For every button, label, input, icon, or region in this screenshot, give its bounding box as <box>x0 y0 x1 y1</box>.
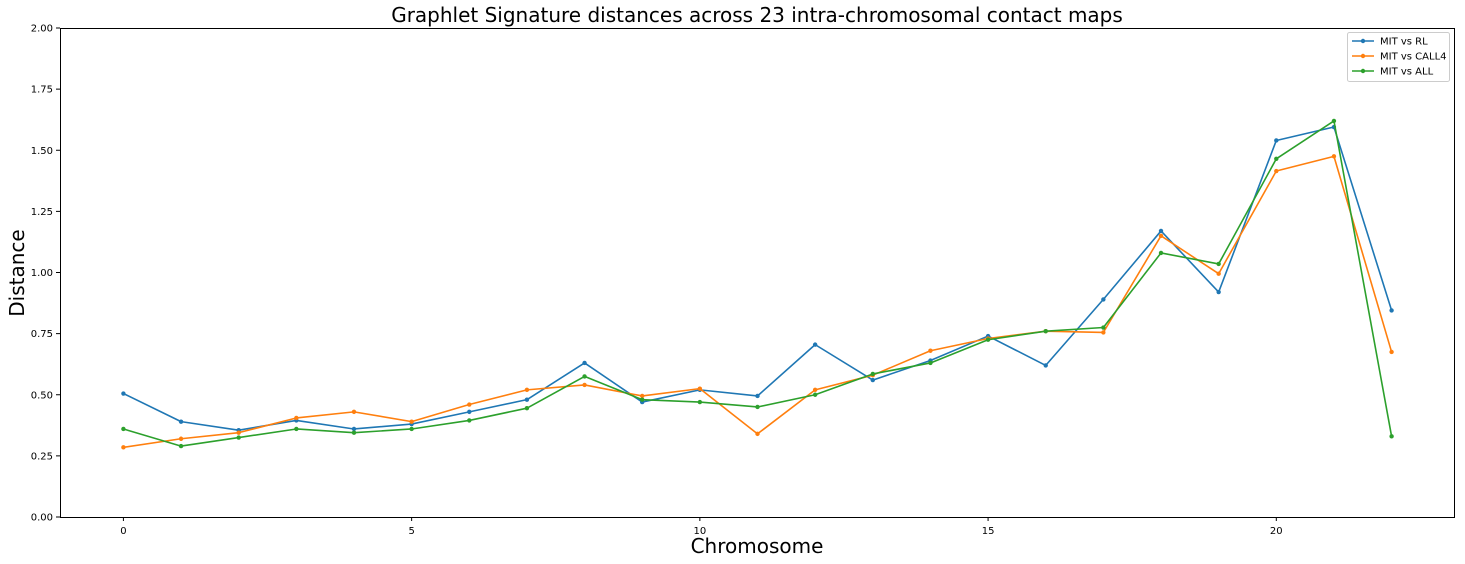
data-point <box>1216 271 1221 276</box>
data-point <box>1389 434 1394 439</box>
data-point <box>812 387 818 393</box>
data-point <box>467 409 472 415</box>
data-point <box>697 399 703 405</box>
data-point <box>755 404 760 410</box>
legend-marker <box>1360 38 1366 44</box>
data-point <box>1158 233 1164 239</box>
data-point <box>524 397 530 402</box>
data-point <box>1274 156 1279 162</box>
data-point <box>351 426 357 432</box>
series-line-mit-vs-rl <box>123 126 1393 432</box>
data-point <box>1331 154 1337 159</box>
data-point <box>178 419 184 424</box>
x-tick-label: 10 <box>693 526 706 537</box>
data-point <box>1043 328 1048 334</box>
series-mit-vs-call4 <box>121 154 1394 450</box>
y-tick-label: 0.50 <box>31 390 53 401</box>
data-point <box>467 418 472 423</box>
y-axis: 0.00 0.25 0.50 0.75 1.00 1.25 1.50 1.75 2.00 <box>31 24 60 524</box>
data-point <box>1101 330 1106 335</box>
data-point <box>1216 261 1221 267</box>
data-point <box>1101 325 1106 330</box>
y-tick-label: 1.00 <box>31 268 53 279</box>
data-point <box>755 393 760 399</box>
data-point <box>1158 250 1164 256</box>
y-tick-label: 2.00 <box>31 24 53 35</box>
data-point <box>1274 168 1279 174</box>
y-tick-label: 1.75 <box>31 85 53 96</box>
data-point <box>985 337 991 342</box>
data-point <box>524 387 530 393</box>
data-point <box>582 374 587 379</box>
legend-box <box>1347 32 1450 82</box>
data-point <box>409 426 414 432</box>
x-axis: 0 5 10 15 20 <box>120 517 1283 537</box>
series-mit-vs-all <box>121 118 1394 449</box>
data-point <box>640 397 645 402</box>
series-mit-vs-rl <box>121 124 1394 433</box>
x-tick-label: 5 <box>408 526 414 537</box>
data-point <box>351 409 357 415</box>
data-point <box>1389 308 1394 313</box>
data-point <box>928 360 933 366</box>
data-point <box>236 435 241 440</box>
data-point <box>236 430 241 435</box>
y-tick-label: 0.00 <box>31 513 53 524</box>
legend: MIT vs RL MIT vs CALL4 MIT vs ALL <box>1347 32 1450 82</box>
data-point <box>1331 118 1337 124</box>
data-point <box>121 445 126 450</box>
data-point <box>524 405 530 411</box>
legend-label: MIT vs RL <box>1380 37 1428 48</box>
data-point <box>1216 289 1221 295</box>
chart-title: Graphlet Signature distances across 23 i… <box>391 3 1123 27</box>
x-tick-label: 15 <box>982 526 995 537</box>
data-point <box>640 393 645 399</box>
series-line-mit-vs-call4 <box>123 155 1393 449</box>
data-point <box>121 426 126 432</box>
data-point <box>812 392 818 397</box>
data-point <box>812 342 818 347</box>
plot-area-frame <box>60 28 1455 518</box>
legend-label: MIT vs CALL4 <box>1380 52 1447 63</box>
data-point <box>697 386 703 391</box>
y-tick-label: 1.50 <box>31 146 53 157</box>
data-point <box>582 360 587 366</box>
y-tick-label: 0.25 <box>31 451 53 462</box>
data-point <box>870 371 875 377</box>
data-point <box>467 402 472 407</box>
data-point <box>755 431 760 437</box>
data-point <box>121 391 126 396</box>
x-tick-label: 20 <box>1270 526 1283 537</box>
data-point <box>294 415 299 421</box>
legend-marker <box>1360 68 1366 74</box>
legend-marker <box>1360 53 1366 59</box>
data-point <box>178 443 184 449</box>
y-tick-label: 1.25 <box>31 207 53 218</box>
data-point <box>1043 363 1048 368</box>
data-point <box>928 348 933 353</box>
data-point <box>870 377 875 383</box>
data-point <box>582 382 587 388</box>
data-point <box>351 430 357 435</box>
data-point <box>294 426 299 432</box>
data-point <box>409 419 414 424</box>
data-point <box>1158 228 1164 234</box>
data-point <box>1101 297 1106 302</box>
data-point <box>1389 349 1394 355</box>
legend-label: MIT vs ALL <box>1380 67 1434 78</box>
y-axis-label: Distance <box>5 229 29 316</box>
plot-series <box>121 118 1394 450</box>
data-point <box>1274 138 1279 143</box>
x-tick-label: 0 <box>120 526 126 537</box>
data-point <box>178 436 184 441</box>
x-axis-label: Chromosome <box>691 534 824 558</box>
y-tick-label: 0.75 <box>31 329 53 340</box>
